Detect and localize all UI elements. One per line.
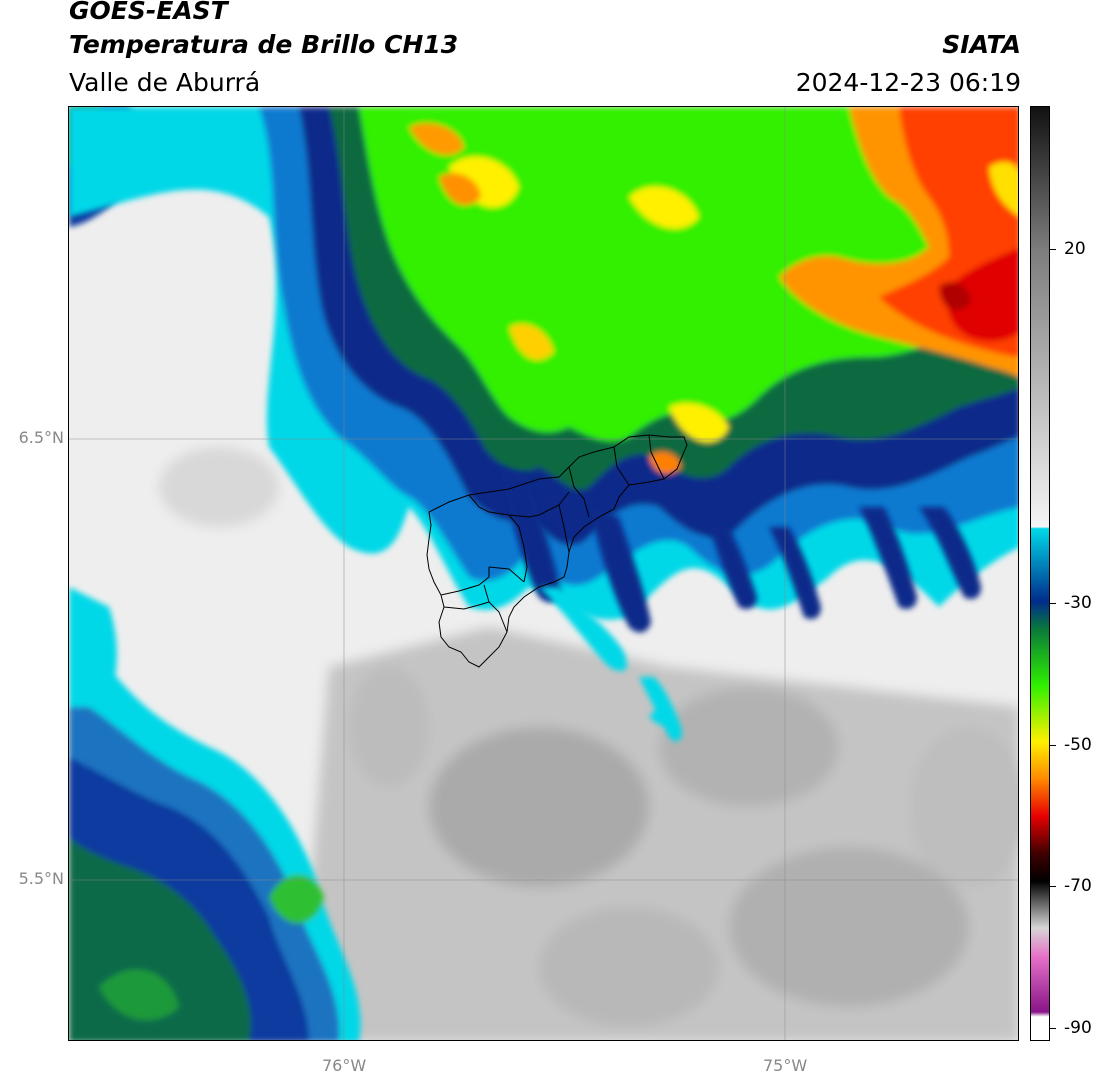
satellite-title: GOES-EAST xyxy=(69,0,228,25)
lat-label-6.5: 6.5°N xyxy=(18,428,64,447)
colorbar-tick-20 xyxy=(1050,249,1056,250)
municipal-boundaries xyxy=(426,434,688,668)
cloud-tendrils xyxy=(499,467,981,633)
gridlines xyxy=(69,107,1018,1040)
colorbar-tick-m30 xyxy=(1050,603,1056,604)
datetime-label: 2024-12-23 06:19 xyxy=(795,68,1021,97)
agency-label: SIATA xyxy=(942,30,1021,59)
west-cloud-band xyxy=(69,107,361,1040)
colorbar-tick-m50 xyxy=(1050,745,1056,746)
lon-label-76w: 76°W xyxy=(322,1056,367,1075)
colorbar-tick-m70 xyxy=(1050,886,1056,887)
north-cloud-mass xyxy=(69,107,1018,620)
colorbar-label-m70: -70 xyxy=(1064,876,1092,896)
product-title: Temperatura de Brillo CH13 xyxy=(69,30,459,59)
cloud-tendrils-cyan xyxy=(539,587,682,742)
colorbar-label-m50: -50 xyxy=(1064,735,1092,755)
colorbar-label-m30: -30 xyxy=(1064,593,1092,613)
satellite-map xyxy=(68,106,1019,1041)
colorbar-label-m90: -90 xyxy=(1064,1018,1092,1038)
ground-gray-areas xyxy=(159,447,1018,1040)
lon-label-75w: 75°W xyxy=(763,1056,808,1075)
colorbar-tick-m90 xyxy=(1050,1028,1056,1029)
colorbar xyxy=(1030,106,1050,1041)
lat-label-5.5: 5.5°N xyxy=(18,869,64,888)
colorbar-label-20: 20 xyxy=(1064,239,1086,259)
region-subtitle: Valle de Aburrá xyxy=(69,68,261,97)
